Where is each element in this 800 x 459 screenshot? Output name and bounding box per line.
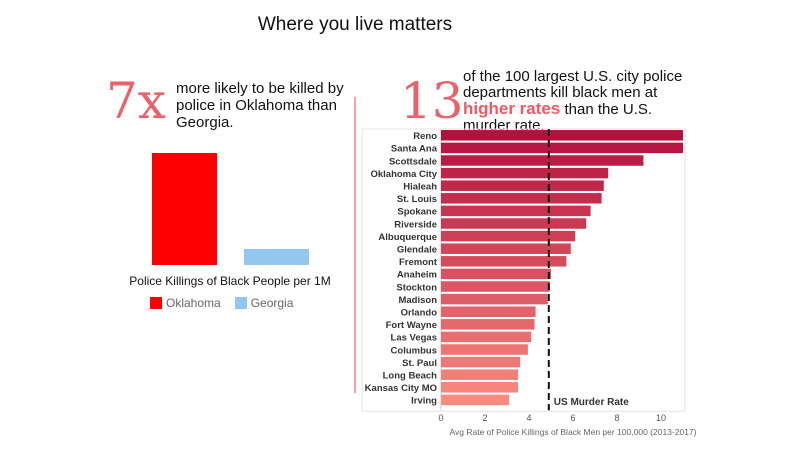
bar-fort-wayne bbox=[441, 319, 535, 330]
left-stat: 7x bbox=[106, 72, 167, 130]
bar-albuquerque bbox=[441, 230, 576, 242]
us-murder-rate-label: US Murder Rate bbox=[554, 397, 629, 408]
category-label-fort-wayne: Fort Wayne bbox=[386, 320, 437, 331]
category-label-orlando: Orlando bbox=[401, 307, 438, 318]
category-label-irving: Irving bbox=[411, 396, 437, 407]
x-tick-0: 0 bbox=[438, 413, 443, 423]
category-label-glendale: Glendale bbox=[397, 244, 437, 255]
category-label-reno: Reno bbox=[413, 131, 437, 142]
x-tick-8: 8 bbox=[614, 413, 619, 423]
bar-santa-ana bbox=[441, 142, 683, 154]
legend-item-oklahoma: Oklahoma bbox=[150, 296, 221, 310]
category-label-st-louis: St. Louis bbox=[397, 194, 437, 205]
bar-reno bbox=[441, 130, 683, 141]
category-label-oklahoma-city: Oklahoma City bbox=[370, 169, 437, 180]
category-label-columbus: Columbus bbox=[391, 345, 437, 356]
bar-st-louis bbox=[441, 193, 602, 204]
bar-orlando bbox=[441, 306, 536, 317]
bar-kansas-city-mo bbox=[441, 382, 518, 393]
bar-madison bbox=[441, 293, 548, 305]
bar-hialeah bbox=[441, 180, 604, 191]
legend-item-georgia: Georgia bbox=[234, 296, 294, 310]
category-label-albuquerque: Albuquerque bbox=[378, 232, 437, 243]
bar-fremont bbox=[441, 256, 567, 267]
x-tick-4: 4 bbox=[526, 413, 531, 423]
right-stat: 13 bbox=[400, 72, 464, 130]
bar-glendale bbox=[441, 243, 571, 254]
bar-stockton bbox=[441, 281, 550, 292]
category-label-anaheim: Anaheim bbox=[397, 270, 437, 281]
legend-label-georgia: Georgia bbox=[250, 296, 294, 310]
left-chart-label: Police Killings of Black People per 1M bbox=[129, 274, 331, 288]
legend-swatch-georgia bbox=[234, 297, 247, 309]
bar-anaheim bbox=[441, 268, 551, 280]
category-label-fremont: Fremont bbox=[399, 257, 438, 268]
category-label-hialeah: Hialeah bbox=[403, 181, 437, 192]
category-label-madison: Madison bbox=[398, 295, 437, 306]
panel-divider bbox=[354, 97, 356, 393]
bar-oklahoma-city bbox=[441, 167, 609, 179]
bar-st-paul bbox=[441, 356, 521, 368]
category-label-stockton: Stockton bbox=[396, 282, 437, 293]
category-label-long-beach: Long Beach bbox=[383, 370, 438, 381]
right-text-before: of the 100 largest U.S. city police depa… bbox=[463, 68, 683, 101]
category-label-las-vegas: Las Vegas bbox=[391, 333, 437, 344]
x-tick-10: 10 bbox=[656, 413, 666, 423]
bar-oklahoma bbox=[152, 153, 217, 265]
page-title: Where you live matters bbox=[257, 14, 453, 35]
bar-riverside bbox=[441, 218, 587, 229]
x-axis-label: Avg Rate of Police Killings of Black Men… bbox=[450, 427, 697, 437]
category-label-santa-ana: Santa Ana bbox=[391, 144, 438, 155]
category-label-kansas-city-mo: Kansas City MO bbox=[365, 383, 437, 394]
legend-swatch-oklahoma bbox=[150, 297, 162, 309]
category-label-st-paul: St. Paul bbox=[402, 358, 437, 369]
left-chart-legend: Oklahoma Georgia bbox=[150, 296, 307, 310]
legend-label-oklahoma: Oklahoma bbox=[166, 296, 221, 310]
bar-georgia bbox=[244, 249, 309, 265]
bar-las-vegas bbox=[441, 331, 532, 343]
category-label-riverside: Riverside bbox=[394, 219, 437, 230]
category-label-scottsdale: Scottsdale bbox=[389, 156, 437, 167]
x-tick-2: 2 bbox=[482, 413, 487, 423]
x-tick-6: 6 bbox=[570, 413, 575, 423]
bar-spokane bbox=[441, 205, 591, 217]
category-label-spokane: Spokane bbox=[397, 207, 437, 218]
bar-long-beach bbox=[441, 369, 518, 380]
right-chart-frame bbox=[361, 128, 686, 412]
bar-irving bbox=[441, 394, 510, 406]
right-stat-text: of the 100 largest U.S. city police depa… bbox=[463, 69, 703, 134]
left-stat-text: more likely to be killed by police in Ok… bbox=[176, 80, 344, 131]
bar-columbus bbox=[441, 344, 528, 355]
bar-scottsdale bbox=[441, 155, 644, 166]
right-text-highlight: higher rates bbox=[463, 99, 561, 118]
